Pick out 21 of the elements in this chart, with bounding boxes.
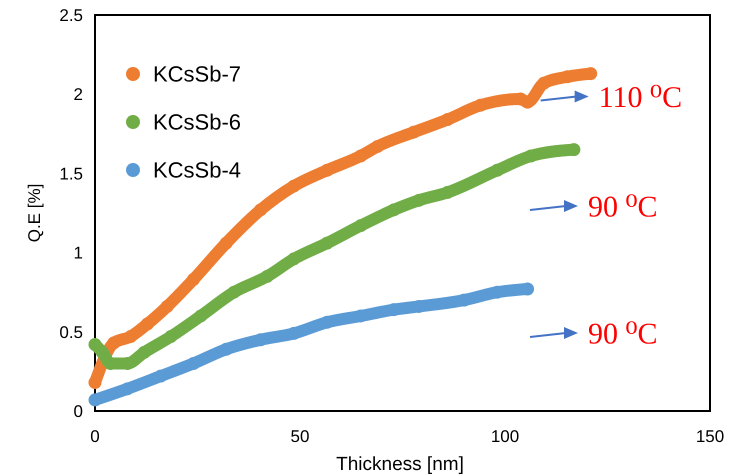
annotation: 90 ⁰C (588, 318, 658, 350)
legend-label: KCsSb-7 (153, 62, 242, 87)
point (88, 338, 102, 351)
point (88, 376, 102, 389)
y-tick-label: 0.5 (59, 322, 83, 342)
x-axis-title: Thickness [nm] (336, 454, 464, 475)
x-tick-label: 100 (490, 427, 520, 446)
y-axis-title: Q.E [%] (25, 184, 44, 242)
x-tick-label: 150 (696, 427, 724, 446)
legend-label: KCsSb-6 (153, 110, 242, 135)
x-tick-label: 0 (90, 427, 100, 446)
annotation: 110 ⁰C (598, 81, 682, 114)
y-tick-label: 2.5 (59, 6, 83, 25)
x-tick-label: 50 (290, 427, 310, 446)
annotation: 90 ⁰C (588, 190, 658, 224)
y-tick-label: 2 (74, 85, 83, 104)
point (88, 393, 102, 406)
legend-label: KCsSb-4 (153, 158, 242, 183)
y-tick-label: 0 (74, 402, 83, 421)
y-tick-label: 1.5 (59, 164, 83, 184)
y-tick-label: 1 (74, 244, 83, 263)
